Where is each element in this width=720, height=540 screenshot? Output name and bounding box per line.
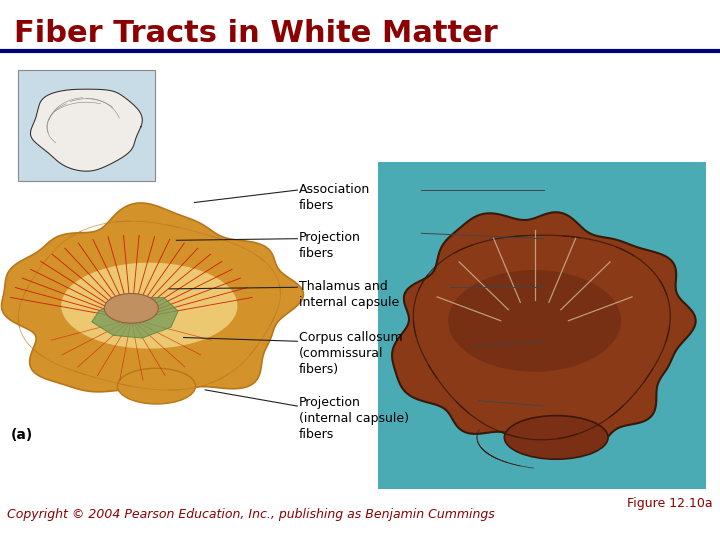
Polygon shape bbox=[30, 89, 143, 171]
Text: Figure 12.10a: Figure 12.10a bbox=[627, 497, 713, 510]
Text: Projection
fibers: Projection fibers bbox=[299, 231, 361, 260]
Bar bbox=[18, 70, 155, 181]
Ellipse shape bbox=[117, 368, 196, 404]
Text: Copyright © 2004 Pearson Education, Inc., publishing as Benjamin Cummings: Copyright © 2004 Pearson Education, Inc.… bbox=[7, 508, 495, 521]
Ellipse shape bbox=[104, 293, 158, 323]
Text: Fiber Tracts in White Matter: Fiber Tracts in White Matter bbox=[14, 19, 498, 48]
Text: Projection
(internal capsule)
fibers: Projection (internal capsule) fibers bbox=[299, 396, 409, 441]
Polygon shape bbox=[61, 262, 238, 349]
Polygon shape bbox=[1, 203, 303, 396]
Ellipse shape bbox=[448, 270, 621, 372]
Text: Corpus callosum
(commissural
fibers): Corpus callosum (commissural fibers) bbox=[299, 331, 402, 376]
Text: Association
fibers: Association fibers bbox=[299, 183, 370, 212]
Bar bbox=[378, 162, 706, 489]
Ellipse shape bbox=[504, 416, 608, 459]
Polygon shape bbox=[392, 212, 696, 455]
Text: Thalamus and
internal capsule: Thalamus and internal capsule bbox=[299, 280, 399, 309]
Polygon shape bbox=[91, 298, 178, 338]
Text: (a): (a) bbox=[11, 428, 33, 442]
